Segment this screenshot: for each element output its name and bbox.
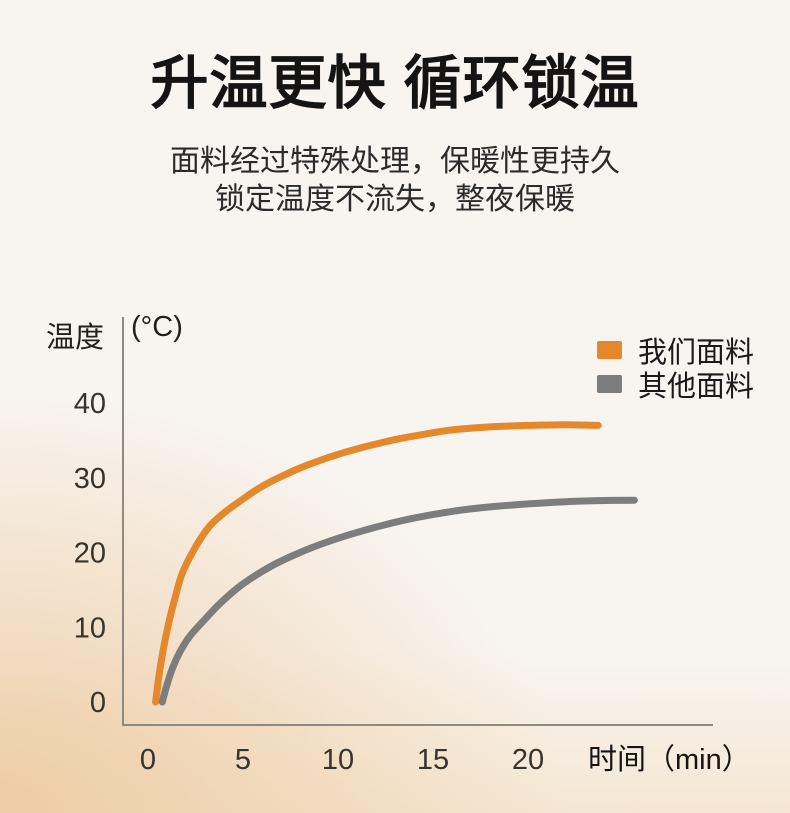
y-tick-label: 10	[74, 612, 106, 644]
series-line-ours	[152, 421, 602, 706]
subtitle: 面料经过特殊处理，保暖性更持久 锁定温度不流失，整夜保暖	[0, 143, 790, 219]
subtitle-line-2: 锁定温度不流失，整夜保暖	[215, 183, 575, 216]
x-tick-label: 15	[417, 744, 449, 776]
y-tick-label: 0	[90, 687, 106, 719]
x-tick-label: 0	[140, 744, 156, 776]
x-axis-label: 时间（min）	[588, 743, 751, 776]
series-line-others	[158, 496, 638, 706]
x-tick-label: 5	[235, 744, 251, 776]
legend-swatch-others	[597, 375, 622, 393]
legend-item-ours: 我们面料	[597, 334, 754, 369]
y-tick-label: 30	[74, 463, 106, 495]
legend-label-others: 其他面料	[638, 371, 755, 403]
legend-item-others: 其他面料	[597, 368, 754, 403]
y-tick-label: 20	[74, 538, 106, 570]
x-tick-label: 20	[512, 744, 544, 776]
subtitle-line-1: 面料经过特殊处理，保暖性更持久	[170, 145, 620, 178]
y-axis-label: 温度	[46, 322, 105, 354]
y-tick-label: 40	[74, 388, 106, 420]
x-tick-label: 10	[322, 744, 354, 776]
y-axis-unit-label: (°C)	[131, 311, 183, 343]
legend-swatch-ours	[597, 341, 622, 359]
main-title: 升温更快 循环锁温	[150, 51, 640, 116]
legend-label-ours: 我们面料	[638, 337, 755, 369]
chart-legend: 我们面料 其他面料	[597, 334, 754, 403]
